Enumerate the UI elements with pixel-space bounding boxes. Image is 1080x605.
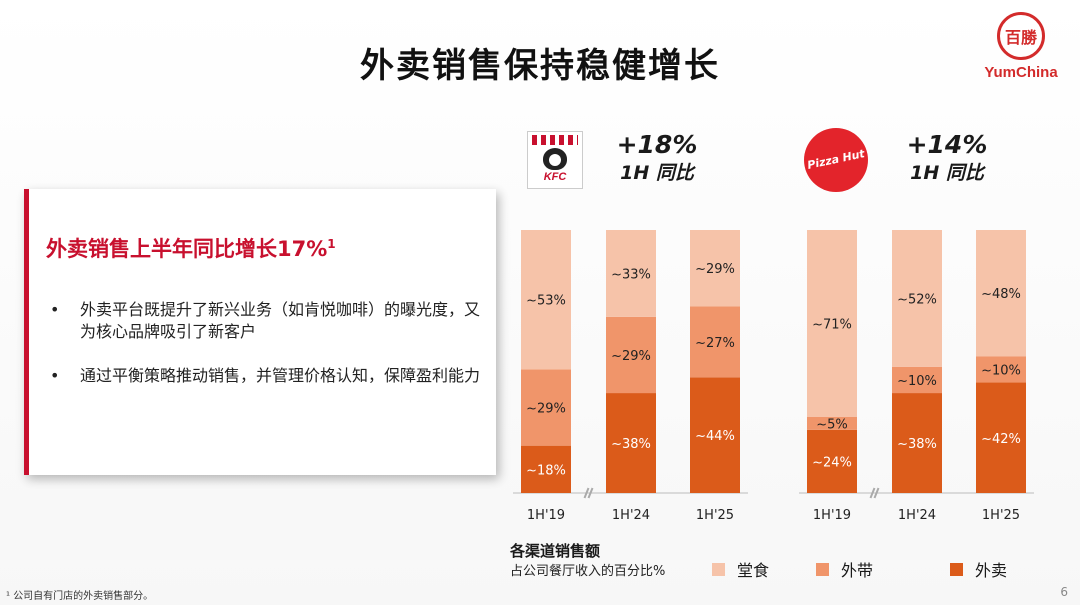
pizza-hut-axis-break (869, 487, 876, 499)
pizza-hut-bar-segment (976, 356, 1026, 383)
highlight-card: 外卖销售上半年同比增长17%1 • 外卖平台既提升了新兴业务（如肯悦咖啡）的曝光… (24, 189, 496, 475)
footnote: ¹ 公司自有门店的外卖销售部分。 (6, 591, 154, 602)
pizza-hut-growth: +14% 1H 同比 (898, 130, 996, 186)
pizza-hut-category-label: 1H'25 (982, 508, 1020, 523)
pizza-hut-category-label: 1H'24 (898, 508, 936, 523)
pizza-hut-data-label: ~10% (981, 363, 1021, 378)
legend-item-takeaway: 外带 (816, 557, 873, 581)
legend-title: 各渠道销售额 (510, 542, 601, 560)
legend-item-delivery: 外卖 (950, 557, 1007, 581)
legend-label-dine-in: 堂食 (737, 561, 770, 580)
pizza-hut-axis-break (873, 487, 880, 499)
pizza-hut-bar-segment (807, 230, 857, 417)
kfc-category-label: 1H'19 (527, 508, 565, 523)
yumchina-logo-text: YumChina (984, 64, 1058, 81)
pizza-hut-logo: Pizza Hut (804, 128, 868, 192)
bullet-marker: • (50, 300, 60, 319)
pizza-hut-data-label: ~52% (897, 292, 937, 307)
kfc-data-label: ~27% (695, 336, 735, 351)
yumchina-logo: 百勝 YumChina (976, 12, 1066, 92)
pizza-hut-bar-segment (976, 382, 1026, 493)
kfc-bar-segment (521, 230, 571, 370)
kfc-logo-text: KFC (543, 171, 567, 183)
kfc-growth: +18% 1H 同比 (608, 130, 706, 186)
kfc-data-label: ~29% (695, 262, 735, 277)
kfc-data-label: ~33% (611, 267, 651, 282)
pizza-hut-growth-label: 1H 同比 (910, 162, 984, 184)
pizza-hut-data-label: ~42% (981, 432, 1021, 447)
kfc-data-label: ~38% (611, 437, 651, 452)
kfc-data-label: ~18% (526, 463, 566, 478)
kfc-stripes-icon (532, 135, 578, 145)
pizza-hut-bar-segment (892, 393, 942, 493)
pizza-hut-data-label: ~38% (897, 437, 937, 452)
legend-subtitle: 占公司餐厅收入的百分比% (510, 564, 666, 579)
card-heading-text: 外卖销售上半年同比增长17% (46, 237, 328, 261)
bullet-item: • 通过平衡策略推动销售，并管理价格认知，保障盈利能力 (50, 365, 480, 387)
pizza-hut-data-label: ~5% (816, 417, 848, 432)
kfc-growth-value: +18% (616, 130, 698, 159)
pizza-hut-growth-value: +14% (906, 130, 988, 159)
kfc-bar-segment (606, 393, 656, 493)
kfc-data-label: ~29% (526, 402, 566, 417)
card-heading-footnote-mark: 1 (327, 237, 336, 251)
bullet-item: • 外卖平台既提升了新兴业务（如肯悦咖啡）的曝光度，又为核心品牌吸引了新客户 (50, 299, 480, 343)
kfc-bar-segment (606, 316, 656, 394)
pizza-hut-data-label: ~48% (981, 287, 1021, 302)
pizza-hut-bar-segment (892, 366, 942, 394)
kfc-axis-break (583, 487, 590, 499)
colonel-icon (543, 148, 567, 170)
pizza-hut-data-label: ~71% (812, 317, 852, 332)
kfc-bar-segment (690, 230, 740, 307)
bullet-list: • 外卖平台既提升了新兴业务（如肯悦咖啡）的曝光度，又为核心品牌吸引了新客户 •… (50, 299, 480, 409)
kfc-bar-segment (606, 230, 656, 317)
bullet-marker: • (50, 366, 60, 385)
legend-swatch-dine-in (712, 562, 725, 576)
kfc-data-label: ~44% (695, 429, 735, 444)
kfc-logo: KFC (527, 131, 583, 189)
pizza-hut-bar-segment (807, 416, 857, 430)
card-accent-bar (24, 189, 29, 475)
bullet-text: 外卖平台既提升了新兴业务（如肯悦咖啡）的曝光度，又为核心品牌吸引了新客户 (80, 300, 481, 341)
card-heading: 外卖销售上半年同比增长17%1 (46, 233, 336, 263)
legend-swatch-delivery (950, 562, 963, 576)
kfc-axis-break (587, 487, 594, 499)
yumchina-seal-icon: 百勝 (997, 12, 1045, 60)
kfc-bar-segment (690, 306, 740, 378)
kfc-category-label: 1H'25 (696, 508, 734, 523)
pizza-hut-category-label: 1H'19 (813, 508, 851, 523)
kfc-category-label: 1H'24 (612, 508, 650, 523)
pizza-hut-bar-segment (807, 429, 857, 493)
legend-label-takeaway: 外带 (841, 561, 874, 580)
pizza-hut-data-label: ~24% (812, 455, 852, 470)
page-number: 6 (1060, 585, 1068, 599)
kfc-growth-label: 1H 同比 (620, 162, 694, 184)
pizza-hut-data-label: ~10% (897, 374, 937, 389)
pizza-hut-bar-segment (892, 230, 942, 367)
kfc-data-label: ~29% (611, 349, 651, 364)
legend-swatch-takeaway (816, 562, 829, 576)
kfc-data-label: ~53% (526, 294, 566, 309)
kfc-bar-segment (521, 369, 571, 446)
kfc-bar-segment (690, 377, 740, 493)
kfc-bar-segment (521, 445, 571, 493)
legend-label-delivery: 外卖 (975, 561, 1008, 580)
pizza-hut-bar-segment (976, 230, 1026, 357)
bullet-text: 通过平衡策略推动销售，并管理价格认知，保障盈利能力 (80, 366, 481, 385)
legend-item-dine-in: 堂食 (712, 557, 769, 581)
page-title: 外卖销售保持稳健增长 (360, 46, 720, 86)
